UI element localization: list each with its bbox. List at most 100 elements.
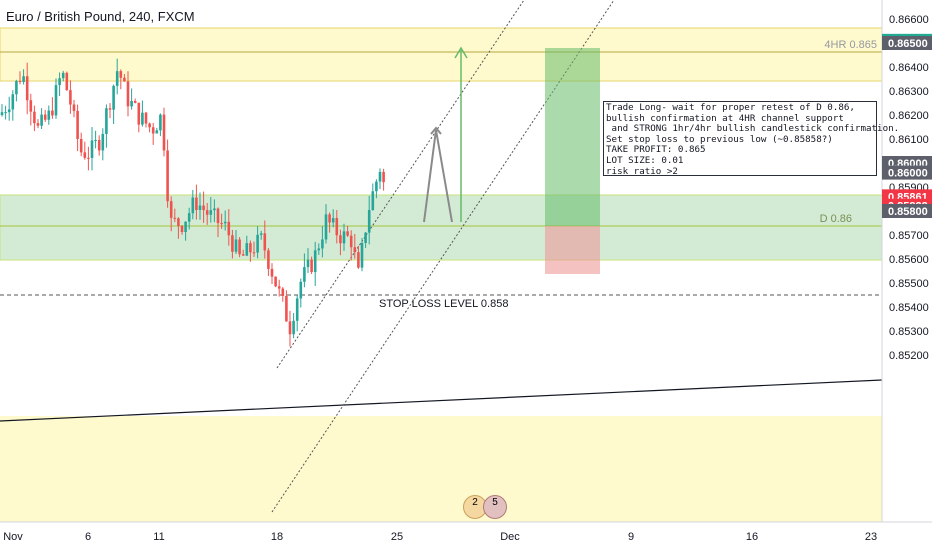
candle xyxy=(115,58,119,95)
candle xyxy=(238,237,241,258)
candle xyxy=(267,248,270,276)
candle-body xyxy=(205,210,209,215)
candle xyxy=(159,113,162,137)
candle-body xyxy=(130,100,133,107)
price-label-tag xyxy=(882,36,932,50)
candle xyxy=(303,253,306,288)
candle-body xyxy=(83,152,87,158)
price-tick-label: 0.86400 xyxy=(889,62,929,74)
candle-body xyxy=(4,112,7,114)
candle xyxy=(40,108,43,130)
time-tick-label: Nov xyxy=(3,531,23,543)
candle-body xyxy=(277,286,281,289)
time-tick-label: 23 xyxy=(865,531,877,543)
candle-body xyxy=(364,232,367,243)
candle-body xyxy=(151,127,155,134)
candle xyxy=(299,278,303,308)
time-tick-label: Dec xyxy=(500,531,520,543)
candle-body xyxy=(51,110,54,116)
note-line-7: risk ratio >2 xyxy=(606,165,678,177)
candle-body xyxy=(141,112,144,125)
time-tick-label: 9 xyxy=(628,531,634,543)
candle-body xyxy=(108,108,112,110)
event-badge-uk[interactable]: 5 xyxy=(483,495,507,519)
candle-body xyxy=(47,110,51,120)
candle xyxy=(288,310,292,347)
candle-body xyxy=(335,218,339,236)
candle xyxy=(126,71,130,117)
candle xyxy=(166,139,169,208)
candle xyxy=(378,168,382,190)
candle xyxy=(69,80,72,114)
candle-body xyxy=(144,112,148,124)
candle xyxy=(191,189,195,220)
note-line-4: Set stop loss to previous low (~0.85858?… xyxy=(606,133,833,145)
candle-body xyxy=(173,217,177,219)
candle xyxy=(101,128,105,161)
candle xyxy=(313,241,317,286)
price-tick-label: 0.85400 xyxy=(889,302,929,314)
candle-body xyxy=(382,171,385,183)
candle xyxy=(274,276,277,288)
candle xyxy=(36,119,40,129)
candle xyxy=(331,209,335,228)
candle-body xyxy=(105,108,108,134)
candle xyxy=(137,102,141,133)
candle-body xyxy=(213,208,216,211)
candle-body xyxy=(72,104,76,111)
candle xyxy=(123,73,126,82)
note-line-2: bullish confirmation at 4HR channel supp… xyxy=(606,112,844,124)
candle xyxy=(151,122,155,145)
trade-note: Trade Long- wait for proper retest of D … xyxy=(603,101,900,177)
candle xyxy=(18,71,22,85)
candle xyxy=(141,100,144,127)
candle xyxy=(209,197,213,223)
support-trendline xyxy=(0,379,883,422)
time-tick-label: 18 xyxy=(271,531,283,543)
price-tick-label: 0.85200 xyxy=(889,350,929,362)
candle-body xyxy=(256,234,259,253)
candle xyxy=(324,204,328,244)
price-axis-bg xyxy=(882,0,932,550)
candle xyxy=(130,88,133,110)
candle xyxy=(231,229,234,259)
time-axis-bg xyxy=(0,522,932,550)
candle-body xyxy=(339,235,342,244)
candle-body xyxy=(324,214,328,240)
candle xyxy=(353,233,357,259)
candle xyxy=(87,146,90,171)
time-tick-label: 6 xyxy=(85,531,91,543)
candle xyxy=(15,79,18,102)
note-line-3: and STRONG 1hr/4hr bullish candlestick c… xyxy=(606,123,900,135)
candle xyxy=(61,70,65,82)
price-tick-label: 0.86100 xyxy=(889,134,929,146)
candle-body xyxy=(371,191,375,210)
candle xyxy=(227,209,231,246)
zones-layer xyxy=(0,27,883,536)
candle xyxy=(47,105,51,125)
candle-body xyxy=(198,205,202,211)
candle xyxy=(295,295,299,332)
candle-body xyxy=(342,231,346,244)
candle xyxy=(198,192,202,220)
candle xyxy=(155,127,159,134)
candle-body xyxy=(166,150,169,202)
candle xyxy=(223,210,227,231)
candle xyxy=(349,230,353,261)
candle xyxy=(94,130,97,149)
candle xyxy=(249,240,252,262)
time-axis: Nov 6 11 18 25 Dec 9 16 23 xyxy=(0,521,932,550)
candle-body xyxy=(263,233,267,251)
candle-body xyxy=(299,281,303,299)
label-d: D 0.86 xyxy=(820,213,852,225)
candle xyxy=(317,243,321,255)
candle-body xyxy=(25,76,29,101)
candle-body xyxy=(65,72,69,91)
price-tick-label: 0.86200 xyxy=(889,110,929,122)
candle-body xyxy=(209,210,213,215)
take-profit-box xyxy=(545,48,600,226)
candle xyxy=(22,69,25,85)
price-tick-label: 0.86300 xyxy=(889,86,929,98)
